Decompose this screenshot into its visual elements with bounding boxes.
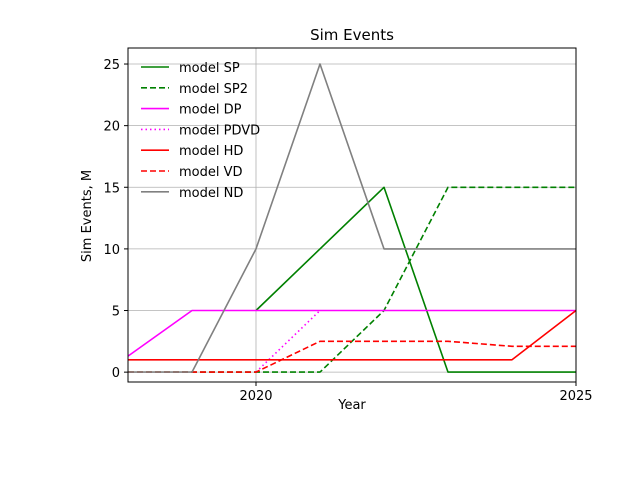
chart-title: Sim Events: [310, 26, 394, 44]
legend-label: model PDVD: [179, 123, 260, 138]
x-axis-label: Year: [337, 398, 366, 413]
legend-label: model ND: [179, 186, 243, 201]
series-line-model-nd: [128, 63, 576, 373]
series-line-model-pdvd: [255, 309, 321, 373]
x-tick-label: 2020: [239, 389, 272, 404]
y-tick-label: 15: [103, 181, 120, 196]
y-tick-label: 5: [112, 305, 120, 320]
legend-label: model DP: [179, 103, 242, 118]
legend-label: model SP: [179, 61, 240, 76]
plot-frame: [127, 47, 577, 383]
y-tick-label: 0: [112, 366, 120, 381]
series-line-model-vd: [128, 340, 576, 373]
y-axis-label: Sim Events, M: [80, 170, 95, 262]
legend-label: model SP2: [179, 82, 248, 97]
legend-label: model VD: [179, 165, 243, 180]
series-lines: [127, 63, 577, 373]
y-tick-label: 20: [103, 120, 120, 135]
series-line-model-dp: [127, 309, 576, 357]
series-line-model-sp: [255, 186, 576, 373]
y-tick-label: 25: [103, 58, 120, 73]
x-tick-label: 2025: [559, 389, 592, 404]
y-tick-label: 10: [103, 243, 120, 258]
legend: model SP model SP2 model DP model PDVD model…: [141, 61, 260, 201]
series-line-model-hd: [128, 309, 577, 361]
legend-label: model HD: [179, 144, 243, 159]
